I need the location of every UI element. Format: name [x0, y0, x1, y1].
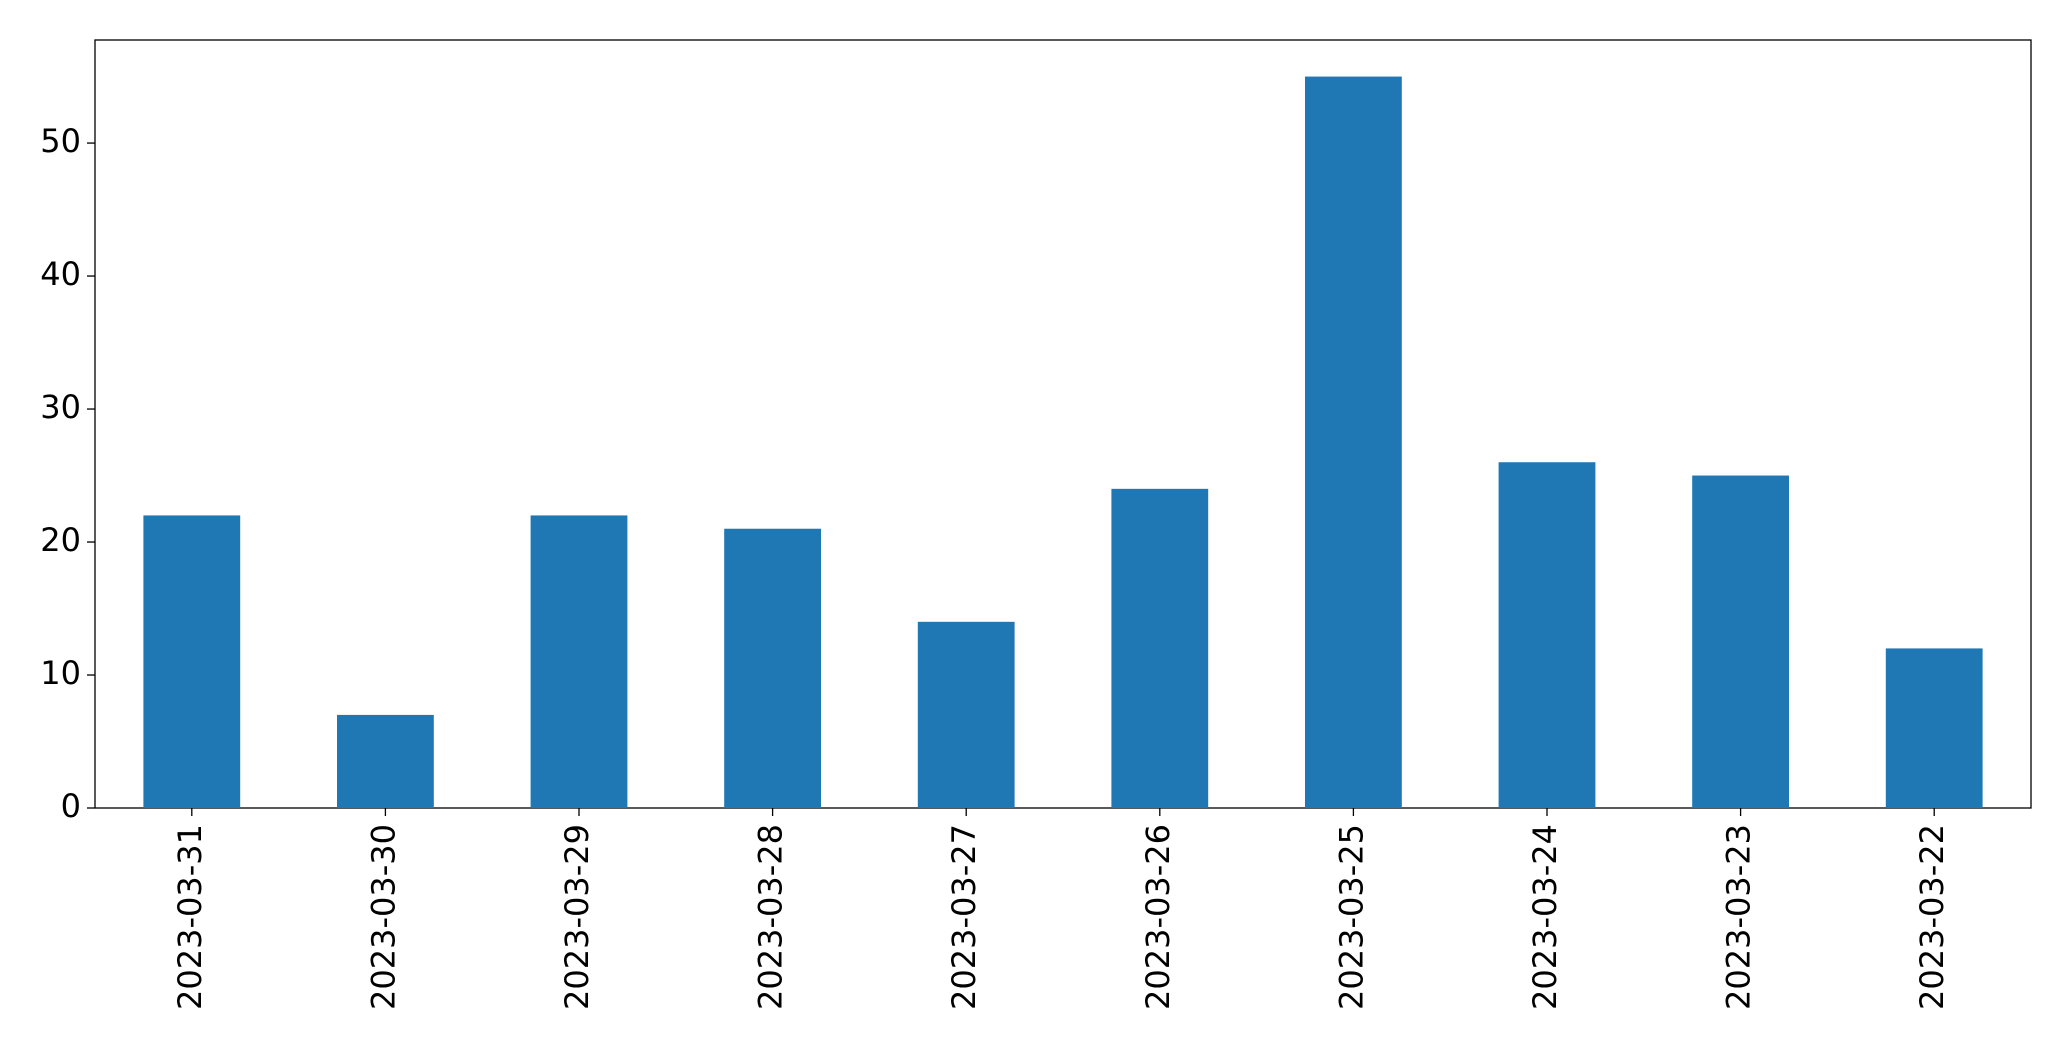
x-tick-label: 2023-03-31: [171, 824, 209, 1010]
y-tick-label: 10: [40, 654, 81, 692]
y-tick-label: 30: [40, 388, 81, 426]
x-tick-label: 2023-03-28: [752, 824, 790, 1010]
y-tick-label: 0: [61, 787, 81, 825]
y-tick-label: 40: [40, 255, 81, 293]
x-tick-label: 2023-03-25: [1332, 824, 1370, 1010]
x-tick-label: 2023-03-27: [945, 824, 983, 1010]
x-tick-label: 2023-03-23: [1720, 824, 1758, 1010]
x-tick-label: 2023-03-26: [1139, 824, 1177, 1010]
bar: [1498, 462, 1596, 808]
x-tick-label: 2023-03-24: [1526, 824, 1564, 1010]
plot-frame: [94, 39, 2032, 809]
bar: [917, 621, 1015, 808]
y-tick-label: 50: [40, 122, 81, 160]
y-tick-label: 20: [40, 521, 81, 559]
bar: [143, 515, 241, 808]
x-tick-label: 2023-03-29: [558, 824, 596, 1010]
bar: [724, 528, 821, 808]
x-tick-label: 2023-03-22: [1913, 824, 1951, 1010]
bar: [1305, 76, 1402, 809]
bar: [1692, 475, 1789, 808]
x-tick-label: 2023-03-30: [364, 824, 402, 1010]
bar: [337, 714, 434, 808]
bar: [530, 515, 628, 808]
bar: [1885, 648, 1983, 808]
bar: [1111, 488, 1209, 808]
